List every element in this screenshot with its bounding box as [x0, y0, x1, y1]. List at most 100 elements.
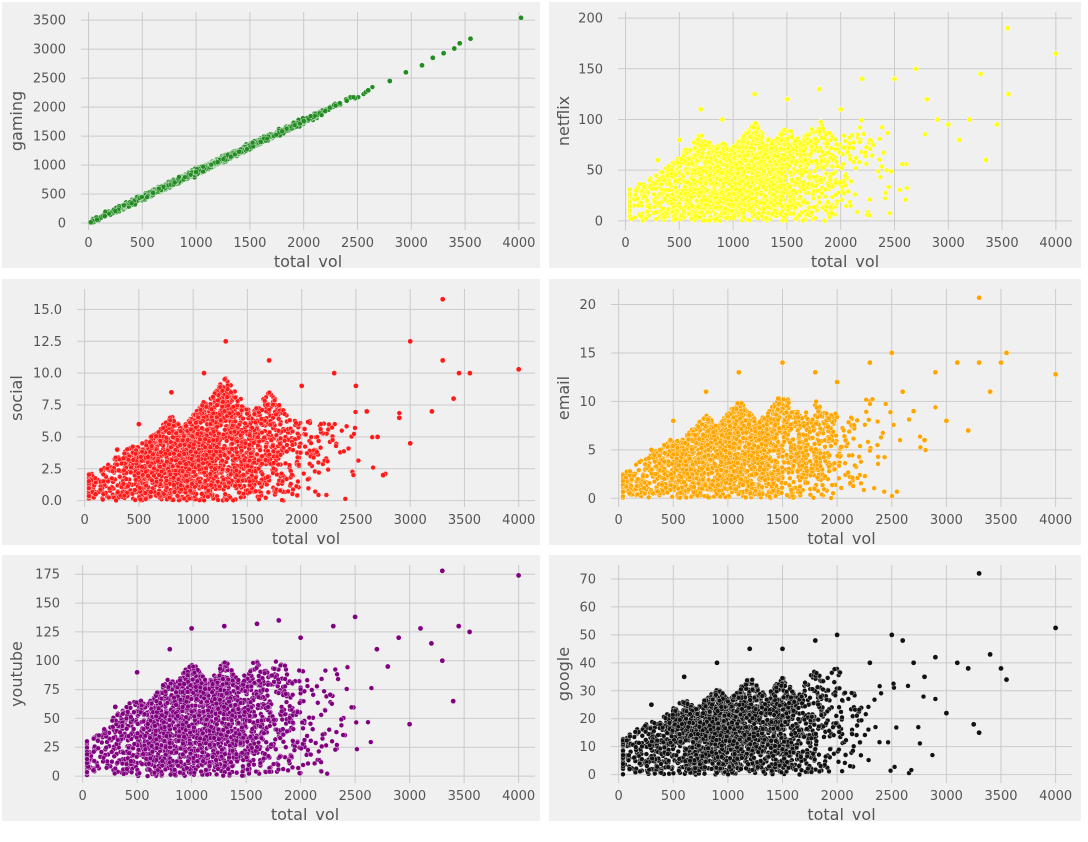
data-point	[386, 78, 393, 84]
scatter-point	[778, 178, 784, 184]
scatter-point	[886, 184, 892, 190]
x-tick-label: 1500	[233, 236, 266, 251]
scatter-point	[754, 173, 760, 179]
scatter-point	[754, 191, 760, 197]
scatter-point	[677, 177, 683, 183]
scatter-point	[641, 193, 647, 200]
scatter-point	[653, 209, 659, 215]
x-tick-label: 2500	[878, 236, 911, 251]
scatter-point	[847, 156, 853, 162]
scatter-point	[686, 211, 692, 217]
scatter-point	[700, 168, 706, 174]
scatter-point	[845, 188, 851, 194]
data-point	[112, 208, 119, 214]
scatter-point	[813, 158, 819, 164]
scatter-point	[726, 191, 732, 197]
scatter-point	[627, 191, 633, 197]
scatter-point	[787, 184, 793, 190]
scatter-point	[860, 131, 867, 137]
scatter-point	[771, 202, 777, 208]
scatter-point	[761, 168, 767, 174]
scatter-point	[765, 137, 771, 143]
scatter-point	[791, 188, 797, 194]
data-point	[697, 106, 704, 113]
scatter-point	[775, 153, 781, 159]
scatter-point	[829, 210, 835, 216]
scatter-point	[634, 196, 640, 202]
scatter-point	[825, 199, 831, 205]
scatter-point	[662, 214, 668, 220]
x-tick-label: 3000	[395, 236, 428, 251]
x-tick-label: 0	[84, 236, 92, 251]
scatter-point	[671, 196, 677, 202]
scatter-point	[731, 144, 737, 150]
scatter-point	[803, 169, 809, 175]
data-point	[633, 187, 640, 194]
scatter-point	[784, 136, 791, 142]
scatter-point	[721, 196, 727, 202]
scatter-point	[813, 140, 819, 146]
scatter-point	[759, 140, 766, 146]
scatter-point	[866, 212, 873, 218]
scatter-point	[749, 158, 755, 164]
scatter-point	[653, 216, 659, 222]
data-point	[784, 96, 790, 102]
data-point	[300, 118, 307, 124]
scatter-point	[733, 197, 739, 203]
scatter-point	[780, 152, 786, 158]
scatter-point	[720, 141, 726, 147]
scatter-point	[799, 172, 805, 178]
scatter-point	[369, 84, 375, 90]
scatter-point	[760, 184, 766, 190]
scatter-point	[707, 198, 713, 204]
scatter-panel-gaming: 0 500 1000 1500 2000 2500 3000 3500 4000 0 500 1000…	[2, 2, 540, 268]
scatter-point	[735, 170, 741, 176]
scatter-point	[746, 165, 752, 171]
scatter-point	[689, 161, 695, 167]
scatter-point	[651, 204, 657, 210]
data-point	[171, 179, 178, 186]
scatter-point	[333, 103, 339, 109]
scatter-point	[745, 152, 751, 158]
scatter-point	[669, 201, 675, 207]
data-point	[214, 159, 221, 165]
scatter-point	[823, 170, 829, 177]
scatter-point	[808, 151, 814, 157]
data-point	[628, 215, 634, 222]
scatter-point	[653, 186, 659, 192]
y-axis-title: gaming	[7, 91, 26, 151]
scatter-point	[750, 179, 756, 185]
scatter-point	[787, 198, 793, 204]
scatter-point	[846, 145, 852, 151]
scatter-point	[747, 134, 753, 140]
scatter-point	[715, 163, 721, 170]
scatter-point	[742, 202, 748, 208]
scatter-point	[790, 211, 796, 217]
scatter-point	[796, 212, 802, 218]
data-point	[467, 35, 474, 42]
scatter-point	[806, 174, 812, 180]
scatter-point	[638, 213, 644, 220]
y-tick-label: 200	[578, 12, 603, 27]
scatter-point	[779, 165, 785, 172]
scatter-point	[816, 199, 822, 206]
scatter-point	[707, 165, 713, 171]
scatter-point	[839, 165, 845, 171]
scatter-point	[884, 130, 891, 136]
scatter-point	[748, 145, 754, 151]
scatter-point	[724, 215, 730, 221]
scatter-point	[691, 168, 697, 174]
scatter-point	[659, 169, 665, 175]
scatter-point	[687, 187, 693, 193]
scatter-point	[722, 210, 728, 216]
scatter-point	[844, 149, 851, 155]
scatter-point	[292, 122, 298, 128]
scatter-point	[627, 186, 633, 193]
scatter-point	[763, 163, 769, 169]
x-tick-label: 3500	[449, 236, 482, 251]
scatter-point	[653, 173, 659, 179]
scatter-point	[669, 191, 675, 197]
scatter-point	[832, 136, 838, 142]
scatter-point	[879, 124, 885, 130]
scatter-point	[699, 150, 705, 156]
